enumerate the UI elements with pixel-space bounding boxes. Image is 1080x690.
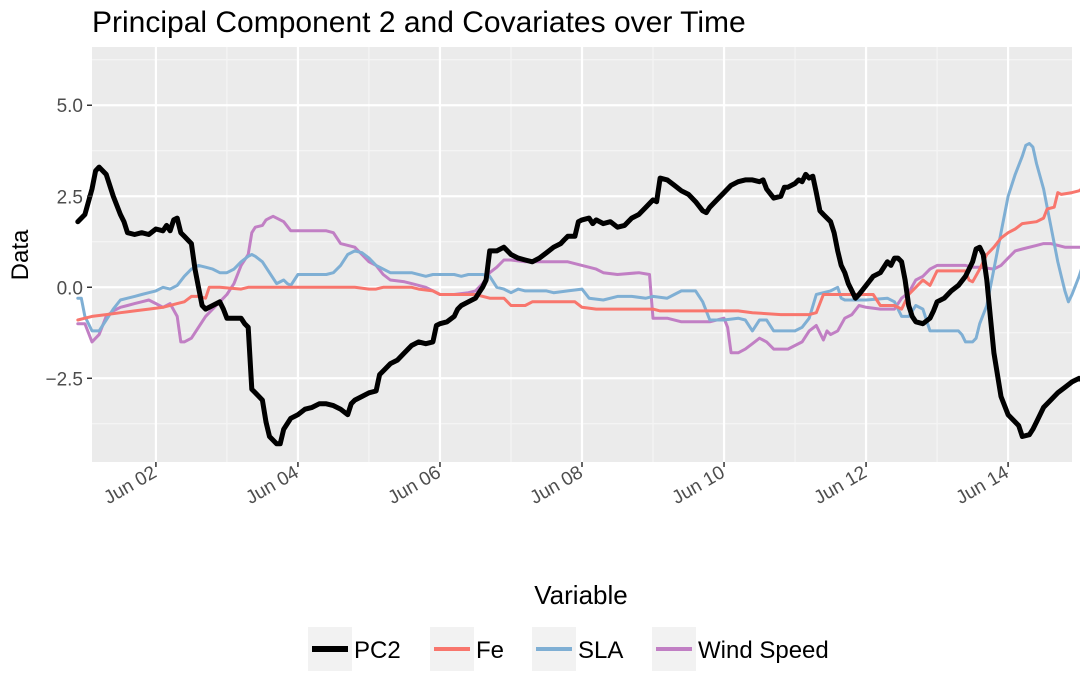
- y-tick-label: 5.0: [57, 96, 83, 117]
- x-tick-label: Jun 04: [243, 462, 303, 509]
- y-tick-label: −2.5: [45, 369, 83, 390]
- x-tick-label: Jun 08: [527, 462, 587, 509]
- chart-title: Principal Component 2 and Covariates ove…: [92, 6, 746, 39]
- series-line-fe: [76, 188, 1080, 322]
- legend-title: Variable: [534, 580, 627, 610]
- series-line-sla: [76, 142, 1080, 344]
- legend-label-wind-speed: Wind Speed: [698, 637, 829, 664]
- x-tick-label: Jun 10: [669, 462, 729, 509]
- series-line-pc2: [75, 164, 1080, 447]
- y-tick-label: 0.0: [57, 278, 83, 299]
- y-axis: −2.5 0.0 2.5 5.0: [45, 96, 92, 390]
- y-axis-title: Data: [7, 229, 34, 280]
- series-line-wind-speed: [76, 214, 1080, 355]
- series-lines: [75, 142, 1080, 447]
- major-gridlines: [92, 47, 1072, 462]
- x-tick-label: Jun 06: [385, 462, 445, 509]
- x-tick-label: Jun 14: [953, 462, 1013, 509]
- x-tick-label: Jun 12: [811, 462, 871, 509]
- legend-label-fe: Fe: [476, 637, 504, 664]
- legend-label-sla: SLA: [578, 637, 623, 664]
- y-tick-label: 2.5: [57, 187, 83, 208]
- x-axis: Jun 02 Jun 04 Jun 06 Jun 08 Jun 10 Jun 12 Jun …: [101, 462, 1013, 509]
- legend: PC2 Fe SLA Wind Speed: [308, 627, 829, 671]
- x-tick-label: Jun 02: [101, 462, 161, 509]
- legend-label-pc2: PC2: [354, 637, 401, 664]
